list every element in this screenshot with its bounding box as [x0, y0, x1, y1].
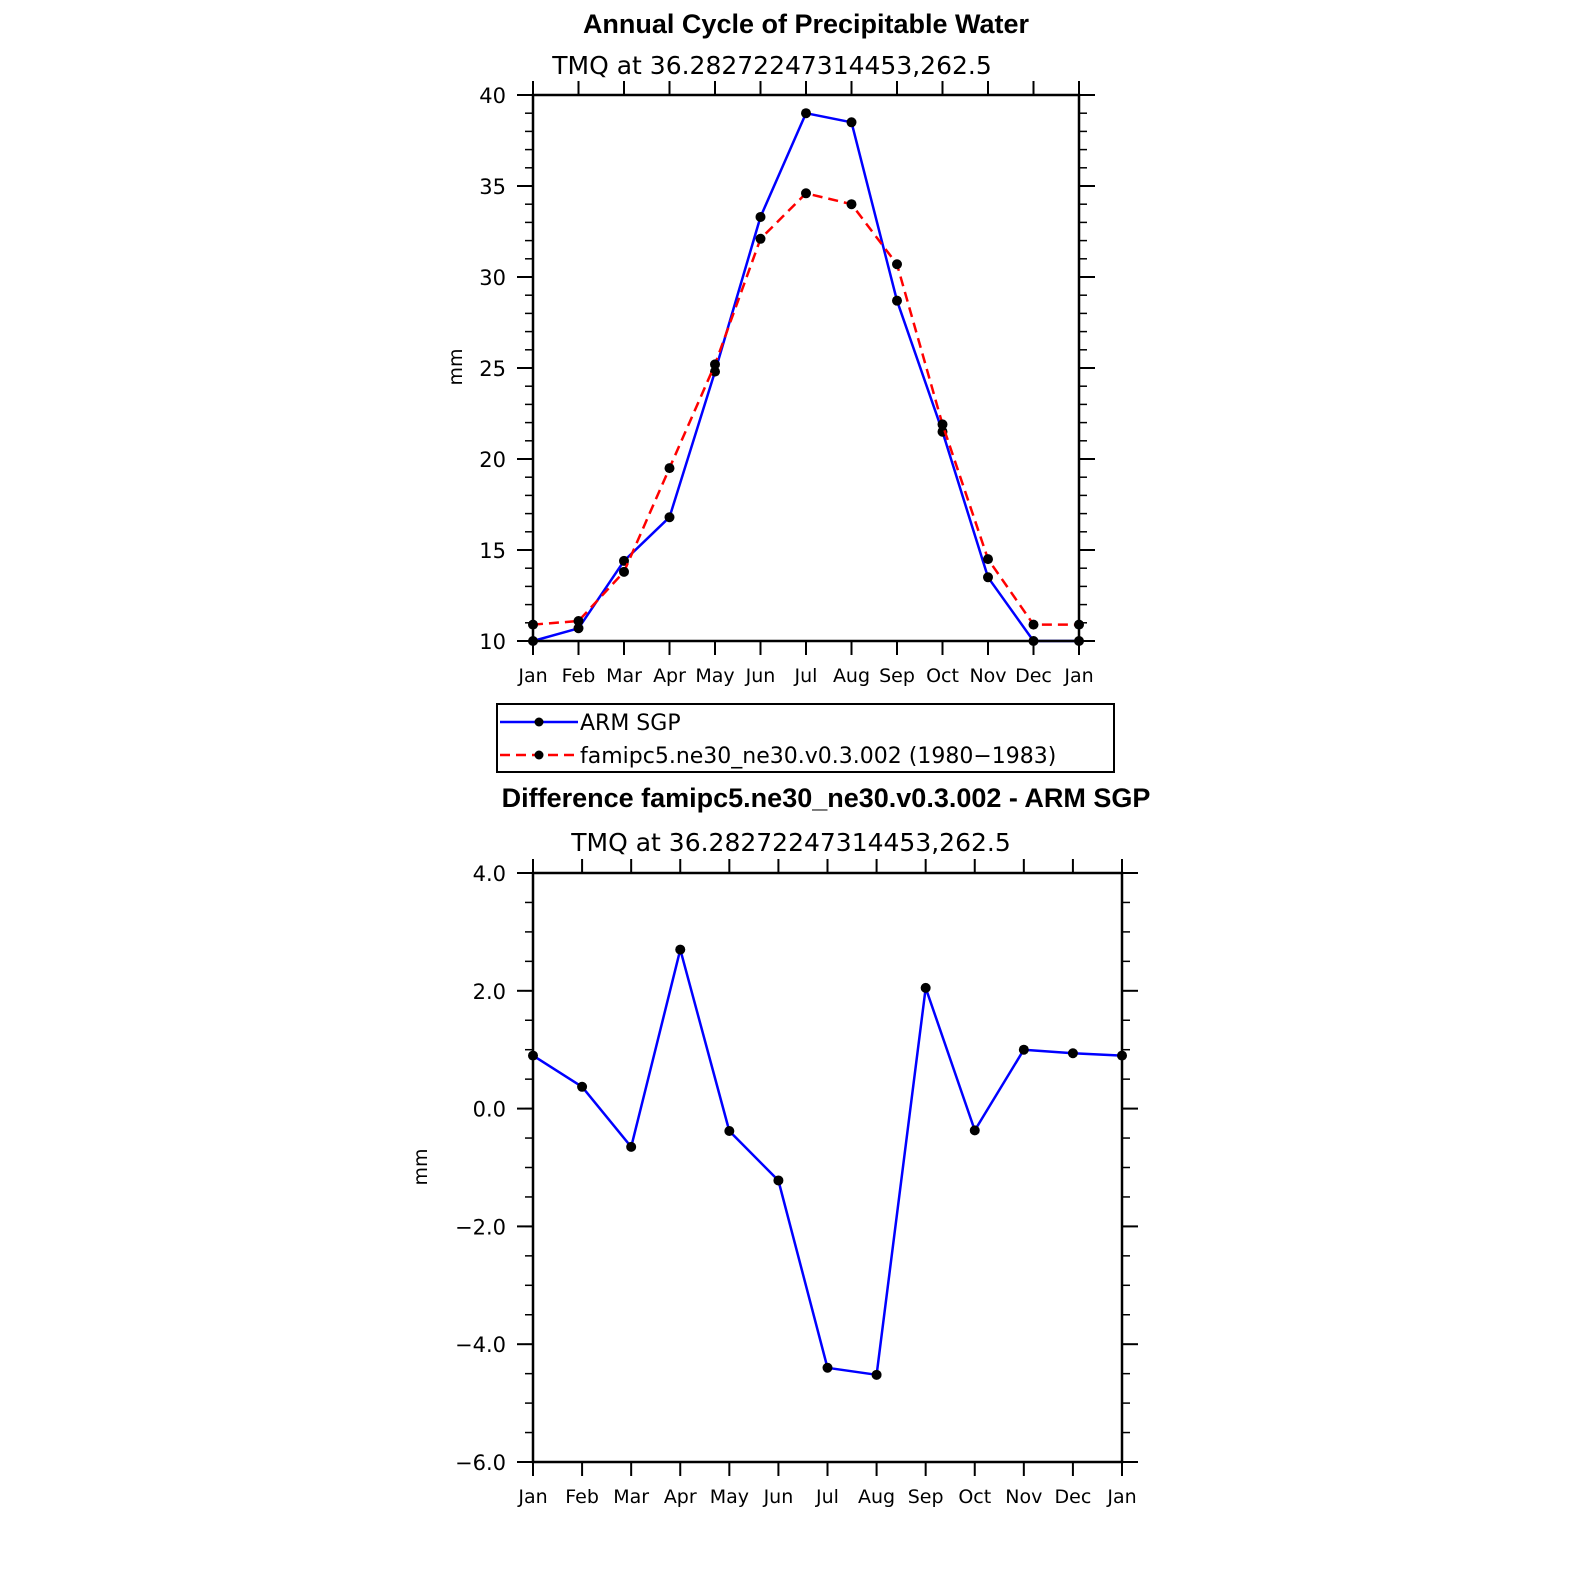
- data-point-1: [892, 259, 902, 270]
- x-tick-label: Apr: [664, 1486, 697, 1508]
- data-point-0: [573, 623, 584, 634]
- legend-marker-arm-sgp: [534, 717, 544, 727]
- data-point-0: [724, 1125, 735, 1136]
- legend-label-arm-sgp: ARM SGP: [580, 711, 681, 736]
- x-tick-label: Jan: [1063, 665, 1093, 687]
- x-tick-label: Feb: [562, 665, 596, 687]
- x-tick-label: Jul: [815, 1486, 839, 1508]
- data-point-0: [1067, 1048, 1078, 1059]
- data-point-0: [892, 295, 902, 306]
- y-tick-label: 40: [479, 84, 506, 108]
- data-point-0: [755, 211, 766, 222]
- data-point-0: [1018, 1044, 1029, 1055]
- data-point-0: [983, 572, 993, 583]
- series-group: [528, 108, 1084, 646]
- chart-subtitle: TMQ at 36.28272247314453,262.5: [551, 51, 992, 80]
- y-tick-label: 15: [479, 539, 506, 563]
- x-tick-label: Mar: [613, 1486, 649, 1508]
- data-point-0: [801, 108, 811, 119]
- data-point-0: [846, 117, 857, 128]
- x-tick-label: Jun: [745, 665, 776, 687]
- x-tick-label: Feb: [565, 1486, 599, 1508]
- y-axis-label: mm: [445, 348, 467, 385]
- chart-title: Difference famipc5.ne30_ne30.v0.3.002 - …: [502, 783, 1151, 813]
- data-point-0: [664, 512, 675, 523]
- x-tick-label: Sep: [908, 1486, 944, 1508]
- data-point-0: [626, 1141, 637, 1152]
- x-tick-label: Aug: [858, 1486, 895, 1508]
- data-point-1: [983, 554, 993, 565]
- chart-title: Annual Cycle of Precipitable Water: [583, 9, 1030, 39]
- data-point-1: [937, 419, 948, 430]
- y-tick-label: 4.0: [473, 862, 506, 886]
- y-tick-label: −2.0: [455, 1215, 506, 1239]
- series-line-1: [532, 192, 1079, 626]
- precipitable-water-difference-chart: Difference famipc5.ne30_ne30.v0.3.002 - …: [410, 783, 1150, 1508]
- y-tick-label: 30: [479, 266, 506, 290]
- series-line-0: [532, 948, 1123, 1377]
- legend-label-famipc5: famipc5.ne30_ne30.v0.3.002 (1980−1983): [580, 744, 1056, 769]
- data-point-1: [664, 463, 675, 474]
- data-point-0: [675, 944, 686, 955]
- x-tick-label: May: [695, 665, 734, 687]
- y-tick-label: −4.0: [455, 1333, 506, 1357]
- x-tick-label: Jun: [763, 1486, 794, 1508]
- data-point-1: [846, 199, 857, 210]
- y-tick-label: 10: [479, 630, 506, 654]
- data-point-0: [920, 982, 931, 993]
- data-point-1: [755, 233, 766, 244]
- x-tick-label: May: [710, 1486, 749, 1508]
- data-point-1: [573, 615, 584, 626]
- axis-ticks: −6.0 −4.0 −2.0 0.0 2.0 4.0 Jan Feb Mar Apr May Jun J…: [455, 859, 1138, 1508]
- data-point-0: [710, 366, 720, 377]
- data-point-0: [822, 1362, 833, 1373]
- y-axis-label: mm: [410, 1148, 432, 1185]
- x-tick-label: Jul: [794, 665, 818, 687]
- x-tick-label: Dec: [1055, 1486, 1092, 1508]
- x-tick-label: Mar: [606, 665, 642, 687]
- legend-marker-famipc5: [534, 750, 544, 760]
- data-point-1: [1028, 619, 1039, 630]
- legend: ARM SGP famipc5.ne30_ne30.v0.3.002 (1980…: [496, 703, 1115, 773]
- x-tick-label: Jan: [517, 1486, 547, 1508]
- y-tick-label: 20: [479, 448, 506, 472]
- data-point-1: [710, 359, 720, 370]
- y-tick-label: 25: [479, 357, 506, 381]
- x-tick-label: Aug: [833, 665, 870, 687]
- legend-box: [496, 703, 1115, 773]
- plot-frame: [531, 871, 1124, 1464]
- data-point-0: [773, 1175, 784, 1186]
- chart-subtitle: TMQ at 36.28272247314453,262.5: [570, 828, 1011, 857]
- x-tick-label: Sep: [879, 665, 915, 687]
- y-tick-label: 2.0: [473, 980, 506, 1004]
- data-point-0: [871, 1369, 882, 1380]
- x-tick-label: Nov: [969, 665, 1006, 687]
- precipitable-water-annual-cycle-chart: Annual Cycle of Precipitable Water TMQ a…: [445, 9, 1115, 773]
- x-tick-label: Nov: [1005, 1486, 1042, 1508]
- data-point-0: [969, 1125, 980, 1136]
- series-group: [528, 944, 1127, 1380]
- plot-frame: [531, 93, 1081, 643]
- x-tick-label: Oct: [926, 665, 959, 687]
- data-point-1: [619, 566, 629, 577]
- x-tick-label: Jan: [1106, 1486, 1136, 1508]
- x-tick-label: Oct: [958, 1486, 991, 1508]
- x-tick-label: Apr: [653, 665, 686, 687]
- x-tick-label: Jan: [517, 665, 547, 687]
- data-point-0: [577, 1081, 588, 1092]
- x-tick-label: Dec: [1015, 665, 1052, 687]
- y-tick-label: −6.0: [455, 1451, 506, 1475]
- y-tick-label: 0.0: [473, 1098, 506, 1122]
- data-point-1: [801, 188, 811, 199]
- axis-ticks: 10 15 20 25 30 35 40 Jan Feb Mar Apr May Jun Jul Aug Se…: [479, 81, 1095, 687]
- y-tick-label: 35: [479, 175, 506, 199]
